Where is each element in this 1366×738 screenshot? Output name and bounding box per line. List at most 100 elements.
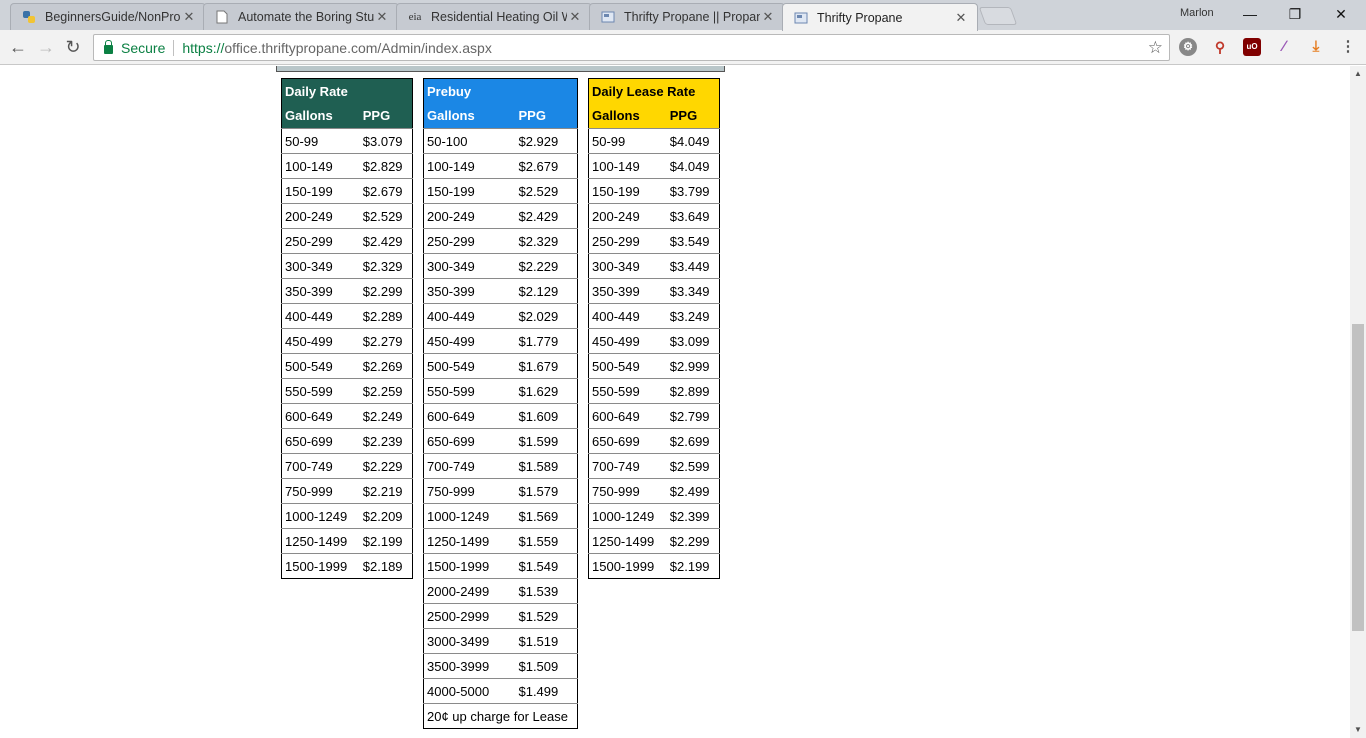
ppg-cell: $1.779 xyxy=(515,328,578,354)
close-icon[interactable]: ✕ xyxy=(376,9,388,24)
close-icon[interactable]: ✕ xyxy=(569,9,581,24)
gallons-cell: 150-199 xyxy=(423,178,516,204)
profile-name[interactable]: Marlon xyxy=(1180,7,1214,19)
table-row: 450-499 $2.279 xyxy=(281,328,413,354)
feather-icon[interactable]: ∕ xyxy=(1282,38,1286,55)
bookmark-star-icon[interactable]: ☆ xyxy=(1147,38,1163,57)
daily-rate-table: Daily Rate Gallons PPG 50-99 $3.079 100-14… xyxy=(281,78,413,579)
table-row: 100-149 $4.049 xyxy=(588,153,720,179)
ppg-cell: $2.429 xyxy=(359,228,413,254)
gallons-cell: 600-649 xyxy=(588,403,667,429)
column-header-ppg: PPG xyxy=(666,103,720,129)
ppg-cell: $2.599 xyxy=(666,453,720,479)
table-row: 200-249 $3.649 xyxy=(588,203,720,229)
gallons-cell: 100-149 xyxy=(423,153,516,179)
prebuy-table: Prebuy Gallons PPG 50-100 $2.929 100-149 $2… xyxy=(423,78,578,729)
minimize-icon[interactable]: — xyxy=(1243,6,1257,22)
restore-icon[interactable]: ❐ xyxy=(1288,6,1302,22)
table-row: 400-449 $2.029 xyxy=(423,303,578,329)
close-icon[interactable]: ✕ xyxy=(955,9,967,25)
gallons-cell: 200-249 xyxy=(423,203,516,229)
tab-thrifty-propane-active[interactable]: Thrifty Propane ✕ xyxy=(782,3,978,31)
new-tab-button[interactable] xyxy=(978,7,1018,25)
ppg-cell: $2.499 xyxy=(666,478,720,504)
ppg-cell: $2.219 xyxy=(359,478,413,504)
gallons-cell: 3000-3499 xyxy=(423,628,516,654)
back-arrow-icon[interactable]: ← xyxy=(9,37,27,57)
table-row: 1250-1499 $1.559 xyxy=(423,528,578,554)
ublock-icon[interactable]: uO xyxy=(1243,38,1261,56)
table-row: 250-299 $2.329 xyxy=(423,228,578,254)
tab-title: Residential Heating Oil W xyxy=(431,10,567,24)
table-row: 1000-1249 $2.399 xyxy=(588,503,720,529)
ppg-cell: $2.229 xyxy=(515,253,578,279)
settings-gear-icon[interactable]: ⚙ xyxy=(1179,38,1197,56)
scrollbar-thumb[interactable] xyxy=(1352,324,1364,631)
table-row: 550-599 $2.259 xyxy=(281,378,413,404)
tab-beginners-guide[interactable]: BeginnersGuide/NonProg ✕ xyxy=(10,3,206,30)
gallons-cell: 150-199 xyxy=(588,178,667,204)
ppg-cell: $1.599 xyxy=(515,428,578,454)
gallons-cell: 350-399 xyxy=(588,278,667,304)
ppg-cell: $4.049 xyxy=(666,153,720,179)
table-row: 100-149 $2.829 xyxy=(281,153,413,179)
table-row: 300-349 $3.449 xyxy=(588,253,720,279)
gallons-cell: 600-649 xyxy=(423,403,516,429)
page-icon xyxy=(600,9,616,25)
scroll-up-arrow-icon[interactable]: ▲ xyxy=(1354,69,1362,78)
url-path: office.thriftypropane.com/Admin/index.as… xyxy=(224,39,492,56)
table-row: 300-349 $2.229 xyxy=(423,253,578,279)
menu-dots-icon[interactable]: ⋮ xyxy=(1340,38,1356,55)
gallons-cell: 1000-1249 xyxy=(281,503,360,529)
tab-thrifty-propane-1[interactable]: Thrifty Propane || Propan ✕ xyxy=(589,3,785,30)
gallons-cell: 2000-2499 xyxy=(423,578,516,604)
forward-arrow-icon[interactable]: → xyxy=(37,37,55,57)
scroll-down-arrow-icon[interactable]: ▼ xyxy=(1354,725,1362,734)
table-row: 4000-5000 $1.499 xyxy=(423,678,578,704)
tab-title: Thrifty Propane xyxy=(817,10,903,25)
gallons-cell: 650-699 xyxy=(281,428,360,454)
tab-residential-heating-oil[interactable]: eia Residential Heating Oil W ✕ xyxy=(396,3,592,30)
vertical-scrollbar[interactable]: ▲ ▼ xyxy=(1350,66,1366,738)
gallons-cell: 1250-1499 xyxy=(423,528,516,554)
gallons-cell: 200-249 xyxy=(588,203,667,229)
table-row: 1500-1999 $2.199 xyxy=(588,553,720,579)
reload-icon[interactable]: ↻ xyxy=(65,37,81,57)
ppg-cell: $2.269 xyxy=(359,353,413,379)
table-row: 750-999 $2.499 xyxy=(588,478,720,504)
ppg-cell: $1.569 xyxy=(515,503,578,529)
gallons-cell: 300-349 xyxy=(423,253,516,279)
ppg-cell: $3.549 xyxy=(666,228,720,254)
location-pin-icon[interactable]: ⚲ xyxy=(1214,39,1226,55)
table-row: 1000-1249 $1.569 xyxy=(423,503,578,529)
ppg-cell: $2.229 xyxy=(359,453,413,479)
close-icon[interactable]: ✕ xyxy=(762,9,774,24)
ppg-cell: $2.199 xyxy=(359,528,413,554)
ppg-cell: $2.299 xyxy=(666,528,720,554)
address-bar[interactable]: Secure https:// office.thriftypropane.co… xyxy=(93,34,1170,61)
download-icon[interactable]: ⤓ xyxy=(1312,38,1320,55)
ppg-cell: $2.899 xyxy=(666,378,720,404)
ppg-cell: $1.579 xyxy=(515,478,578,504)
gallons-cell: 350-399 xyxy=(281,278,360,304)
ppg-cell: $2.129 xyxy=(515,278,578,304)
ppg-cell: $2.799 xyxy=(666,403,720,429)
ppg-cell: $2.529 xyxy=(515,178,578,204)
table-row: 200-249 $2.429 xyxy=(423,203,578,229)
close-icon[interactable]: ✕ xyxy=(183,9,195,24)
ppg-cell: $1.499 xyxy=(515,678,578,704)
gallons-cell: 1000-1249 xyxy=(423,503,516,529)
ppg-cell: $2.999 xyxy=(666,353,720,379)
table-row: 700-749 $2.229 xyxy=(281,453,413,479)
ppg-cell: $2.429 xyxy=(515,203,578,229)
gallons-cell: 600-649 xyxy=(281,403,360,429)
column-header-ppg: PPG xyxy=(515,103,578,129)
gallons-cell: 450-499 xyxy=(588,328,667,354)
table-row: 1500-1999 $1.549 xyxy=(423,553,578,579)
gallons-cell: 400-449 xyxy=(423,303,516,329)
tab-automate-boring-stuff[interactable]: Automate the Boring Stu ✕ xyxy=(203,3,399,30)
close-window-icon[interactable]: ✕ xyxy=(1335,6,1347,22)
gallons-cell: 700-749 xyxy=(423,453,516,479)
gallons-cell: 550-599 xyxy=(281,378,360,404)
ppg-cell: $2.209 xyxy=(359,503,413,529)
